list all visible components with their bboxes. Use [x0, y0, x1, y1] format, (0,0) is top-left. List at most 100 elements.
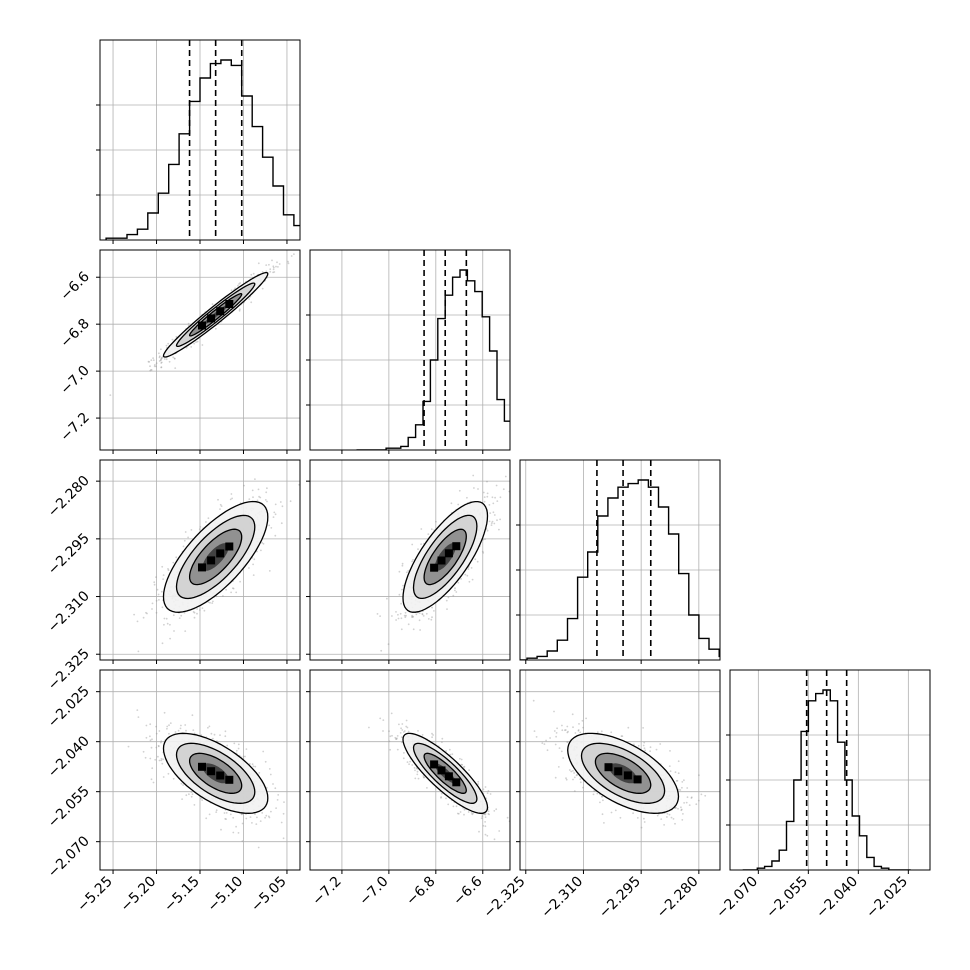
y-tick-label: −7.0 [57, 363, 92, 398]
sample-point [411, 616, 414, 618]
sample-point [496, 500, 499, 502]
sample-point [430, 618, 433, 621]
panel-content [127, 709, 285, 849]
sample-point [504, 475, 507, 478]
y-tick-label: −2.070 [45, 833, 93, 881]
sample-point [229, 498, 232, 501]
sample-point [158, 730, 161, 732]
sample-point [414, 769, 416, 772]
sample-point [205, 521, 207, 523]
sample-point [166, 725, 169, 728]
sample-point [233, 742, 236, 745]
sample-point [619, 816, 622, 819]
sample-point [495, 808, 498, 811]
sample-point [262, 750, 265, 753]
sample-point [193, 616, 196, 619]
sample-point [389, 735, 392, 738]
sample-point [158, 356, 161, 359]
density-peak [437, 556, 446, 565]
sample-point [269, 773, 272, 776]
sample-point [187, 322, 190, 325]
sample-point [411, 764, 414, 766]
sample-point [477, 780, 480, 783]
sample-point [382, 719, 385, 721]
sample-point [249, 763, 251, 765]
sample-point [431, 732, 433, 735]
sample-point [487, 790, 490, 792]
sample-point [464, 573, 467, 576]
sample-point [472, 812, 474, 815]
sample-point [290, 255, 293, 257]
sample-point [248, 567, 250, 569]
density-peak [198, 762, 206, 771]
sample-point [488, 813, 490, 816]
sample-point [502, 488, 505, 491]
sample-point [241, 822, 244, 825]
sample-point [207, 601, 210, 603]
sample-point [225, 812, 228, 814]
sample-point [155, 746, 158, 749]
sample-point [258, 495, 260, 498]
sample-point [535, 736, 538, 738]
density-peak [216, 549, 225, 558]
panel-2-0: −2.325−2.310−2.295−2.280 [45, 459, 301, 694]
y-tick-label: −6.6 [57, 269, 92, 304]
sample-point [205, 817, 208, 820]
sample-point [166, 727, 168, 730]
sample-point [279, 501, 282, 503]
sample-point [230, 591, 233, 594]
sample-point [573, 790, 576, 792]
sample-point [675, 807, 677, 809]
panel-3-1: −7.2 −7.0 −6.8 −6.6 [306, 669, 511, 909]
sample-point [265, 491, 268, 494]
sample-point [477, 783, 480, 785]
sample-point [270, 527, 273, 529]
density-peak [225, 775, 234, 784]
sample-point [192, 729, 195, 731]
sample-point [168, 360, 171, 363]
sample-point [484, 816, 487, 818]
sample-point [379, 717, 382, 720]
sample-point [253, 558, 256, 561]
sample-point [250, 301, 253, 304]
sample-point [445, 797, 447, 800]
sample-point [579, 731, 582, 734]
sample-point [276, 261, 278, 264]
sample-point [463, 765, 466, 768]
y-tick-label: −2.295 [45, 530, 93, 578]
sample-point [488, 504, 491, 506]
sample-point [167, 569, 170, 572]
sample-point [155, 611, 158, 614]
sample-point [386, 597, 388, 600]
sample-point [445, 750, 447, 752]
sample-point [224, 818, 227, 820]
density-peak [198, 563, 206, 572]
sample-point [418, 612, 421, 614]
sample-point [448, 748, 451, 751]
sample-point [602, 799, 604, 802]
sample-point [376, 613, 379, 615]
sample-point [150, 778, 153, 781]
sample-point [150, 746, 153, 749]
sample-point [160, 740, 163, 743]
sample-point [677, 772, 680, 775]
sample-point [190, 346, 193, 348]
density-peak [452, 778, 461, 787]
y-tick-label: −2.325 [45, 646, 93, 694]
sample-point [146, 612, 148, 615]
sample-point [224, 735, 227, 738]
sample-point [161, 606, 164, 609]
sample-point [160, 348, 162, 351]
sample-point [163, 358, 166, 360]
sample-point [160, 362, 163, 364]
sample-point [264, 760, 267, 763]
sample-point [153, 583, 156, 586]
sample-point [468, 580, 471, 583]
sample-point [486, 495, 489, 498]
y-tick-label: −7.2 [57, 410, 92, 445]
histogram-0 [105, 59, 300, 240]
sample-point [163, 711, 166, 714]
sample-point [147, 360, 150, 363]
sample-point [289, 500, 292, 503]
sample-point [256, 499, 259, 502]
